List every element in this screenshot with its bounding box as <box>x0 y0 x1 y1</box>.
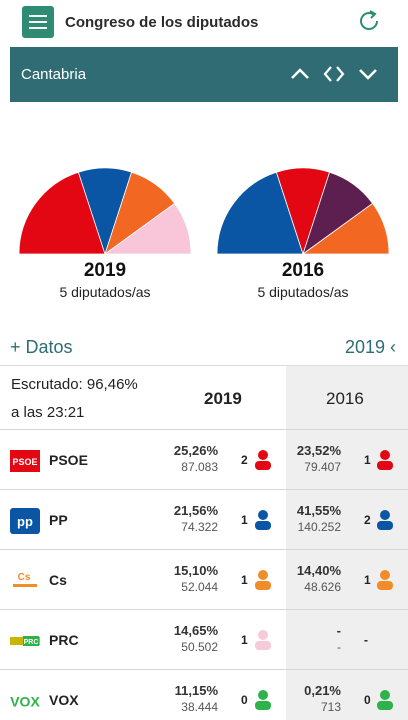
hemicycle-chart <box>18 167 192 256</box>
seat-count: 0 <box>241 693 248 707</box>
chart-year: 2019 <box>83 260 127 281</box>
year-selector-value: 2019 <box>344 337 385 357</box>
app-title: Congreso de los diputados <box>65 13 259 31</box>
chart-year: 2016 <box>281 260 325 281</box>
region-name: Cantabria <box>21 66 87 83</box>
datos-bar: + Datos 2019 ‹ <box>0 333 408 365</box>
table-row-pp[interactable]: pp PP 21,56% 74.322 1 41,55% 140.252 2 <box>0 489 408 550</box>
cs-logo-icon: Cs <box>10 568 40 594</box>
seat-count: 1 <box>241 633 248 647</box>
prev-seat-count: 2 <box>364 513 371 527</box>
chevron-down-icon[interactable] <box>356 63 380 85</box>
party-name: Cs <box>49 572 67 588</box>
party-name: VOX <box>49 692 79 708</box>
prev-seat-count: 1 <box>364 573 371 587</box>
prc-logo-icon: PRC <box>10 628 40 654</box>
prev-seat-count: - <box>364 633 368 647</box>
party-name: PRC <box>49 632 79 648</box>
svg-text:Cs: Cs <box>18 572 31 583</box>
vote-count: 74.322 <box>181 520 218 534</box>
person-icon <box>377 570 393 590</box>
hemicycle-current: 2019 5 diputados/as <box>10 160 200 300</box>
vote-count: 52.044 <box>181 580 218 594</box>
person-icon <box>255 570 271 590</box>
svg-text:VOX: VOX <box>10 694 40 710</box>
chart-seats-label: 5 diputados/as <box>59 284 151 300</box>
vote-percentage: 21,56% <box>173 503 218 518</box>
chevron-left-right-icon[interactable] <box>322 63 346 85</box>
svg-text:PSOE: PSOE <box>12 457 37 467</box>
prev-vote-percentage: 41,55% <box>296 503 341 518</box>
chevron-up-icon[interactable] <box>288 63 312 85</box>
prev-vote-count: - <box>337 640 341 654</box>
hemicycle-segment <box>301 202 390 255</box>
table-row-prc[interactable]: PRC PRC 14,65% 50.502 1 - - - <box>0 609 408 670</box>
hemicycle-segment <box>216 171 304 255</box>
person-icon <box>377 510 393 530</box>
column-previous-year[interactable]: 2016 <box>326 389 364 408</box>
app-header: Congreso de los diputados <box>10 0 398 44</box>
prev-vote-percentage: 14,40% <box>296 563 341 578</box>
vote-count: 50.502 <box>181 640 218 654</box>
vote-percentage: 25,26% <box>173 443 218 458</box>
person-icon <box>255 630 271 650</box>
seat-count: 1 <box>241 573 248 587</box>
person-icon <box>255 450 271 470</box>
prev-vote-percentage: - <box>336 623 341 638</box>
svg-text:pp: pp <box>17 514 33 529</box>
prev-vote-percentage: 0,21% <box>304 683 341 698</box>
prev-vote-count: 713 <box>320 700 341 714</box>
table-row-psoe[interactable]: PSOE PSOE 25,26% 87.083 2 23,52% 79.407 … <box>0 429 408 490</box>
datos-toggle[interactable]: + Datos <box>10 337 73 357</box>
year-selector[interactable]: 2019 ‹ <box>345 337 396 358</box>
vote-percentage: 11,15% <box>174 683 218 698</box>
vote-count: 38.444 <box>181 700 218 714</box>
pp-logo-icon: pp <box>10 508 40 534</box>
column-current-year[interactable]: 2019 <box>204 389 242 408</box>
person-icon <box>377 450 393 470</box>
table-row-cs[interactable]: Cs Cs 15,10% 52.044 1 14,40% 48.626 1 <box>0 549 408 610</box>
prev-seat-count: 1 <box>364 453 371 467</box>
vote-percentage: 14,65% <box>173 623 218 638</box>
table-row-vox[interactable]: VOX VOX 11,15% 38.444 0 0,21% 713 0 <box>0 669 408 720</box>
vox-logo-icon: VOX <box>10 688 40 714</box>
hemicycle-segment <box>103 202 192 255</box>
person-icon <box>255 690 271 710</box>
prev-vote-count: 48.626 <box>304 580 341 594</box>
prev-vote-count: 79.407 <box>304 460 341 474</box>
hemicycle-previous: 2016 5 diputados/as <box>208 160 398 300</box>
hemicycle-chart <box>216 167 390 256</box>
vote-count: 87.083 <box>181 460 218 474</box>
prev-vote-count: 140.252 <box>297 520 341 534</box>
prev-vote-percentage: 23,52% <box>296 443 341 458</box>
prev-seat-count: 0 <box>364 693 371 707</box>
vote-percentage: 15,10% <box>173 563 218 578</box>
psoe-logo-icon: PSOE <box>10 448 40 474</box>
person-icon <box>255 510 271 530</box>
results-table: Escrutado: 96,46% a las 23:21 2019 2016 … <box>0 365 408 720</box>
party-name: PSOE <box>49 452 88 468</box>
region-navigation <box>288 63 380 85</box>
svg-text:PRC: PRC <box>24 639 39 646</box>
hamburger-icon[interactable] <box>22 6 54 38</box>
table-header: Escrutado: 96,46% a las 23:21 2019 2016 <box>0 365 408 430</box>
region-bar: Cantabria <box>10 47 398 102</box>
chevron-left-icon[interactable]: ‹ <box>390 337 396 357</box>
hemicycle-segment <box>18 171 106 255</box>
person-icon <box>377 690 393 710</box>
seat-count: 1 <box>241 513 248 527</box>
seat-count: 2 <box>241 453 248 467</box>
update-time: a las 23:21 <box>11 404 85 421</box>
refresh-icon[interactable] <box>356 8 382 34</box>
chart-seats-label: 5 diputados/as <box>257 284 349 300</box>
escrutado-text: Escrutado: 96,46% <box>11 376 138 393</box>
party-name: PP <box>49 512 68 528</box>
